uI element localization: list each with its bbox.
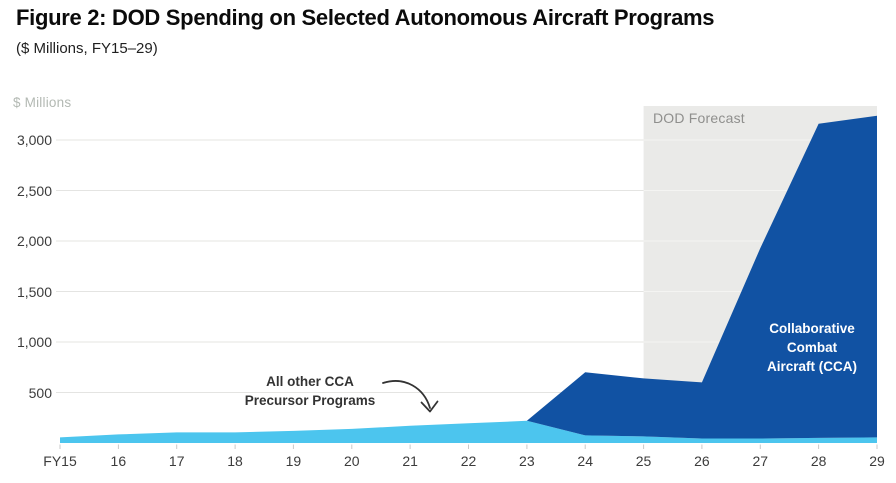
precursor-annotation-line2: Precursor Programs — [244, 393, 376, 408]
precursor-annotation-line1: All other CCA — [266, 374, 354, 389]
precursor-area — [60, 420, 877, 443]
cca-area — [526, 115, 877, 439]
cca-area-label: Collaborative Combat Aircraft (CCA) — [728, 319, 896, 376]
figure-title: Figure 2: DOD Spending on Selected Auton… — [16, 5, 715, 30]
cca-area-label-line1: Collaborative — [769, 321, 855, 336]
y-axis-title: $ Millions — [13, 95, 72, 110]
cca-area-label-line3: Aircraft (CCA) — [766, 359, 857, 374]
dod-forecast-label: DOD Forecast — [653, 110, 745, 126]
precursor-annotation: All other CCA Precursor Programs — [218, 372, 402, 410]
annotation-arrow-icon — [382, 380, 431, 409]
annotation-arrowhead-icon — [420, 400, 439, 413]
cca-area-label-line2: Combat — [786, 340, 838, 355]
figure-subtitle: ($ Millions, FY15–29) — [16, 40, 158, 57]
